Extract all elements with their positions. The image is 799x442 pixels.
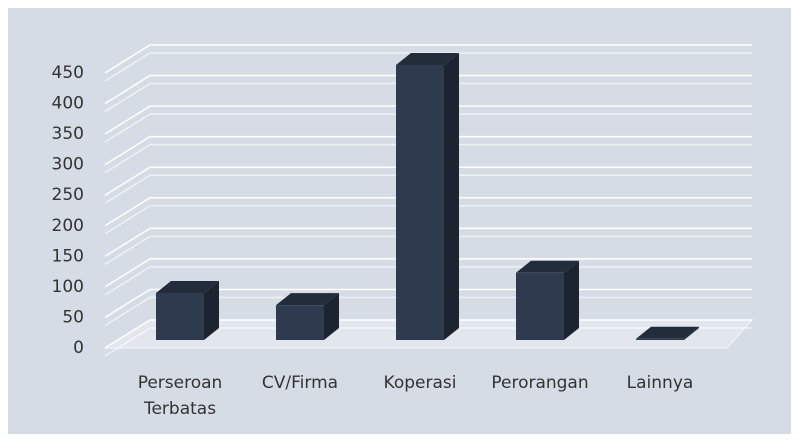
- x-tick-label: Lainnya: [627, 373, 694, 393]
- bar-top: [276, 293, 339, 306]
- bar-side: [444, 53, 459, 340]
- bar-top: [156, 280, 219, 293]
- bar-side: [684, 326, 699, 340]
- grid-line: [104, 205, 752, 235]
- x-tick-label: Perseroan: [138, 373, 223, 393]
- x-tick-label: Perorangan: [491, 373, 588, 393]
- grid-line: [104, 82, 752, 113]
- bar-top: [516, 260, 579, 273]
- y-tick-label: 300: [52, 155, 84, 175]
- y-tick-label: 400: [52, 94, 84, 114]
- bar: [516, 272, 564, 340]
- y-tick-label: 150: [52, 246, 84, 266]
- x-tick-label: Terbatas: [143, 399, 216, 419]
- bar: [156, 292, 204, 340]
- grid-line: [104, 143, 752, 174]
- grid-line: [104, 197, 752, 227]
- y-tick-label: 350: [52, 124, 84, 144]
- grid-line: [104, 258, 752, 288]
- grid-line: [104, 44, 752, 74]
- bar-top: [396, 53, 459, 65]
- y-tick-label: 100: [52, 277, 84, 297]
- grid-line: [104, 174, 752, 204]
- grid-line: [104, 135, 752, 166]
- grid-line: [104, 235, 752, 265]
- y-tick-label: 200: [52, 216, 84, 236]
- y-tick-label: 250: [52, 185, 84, 205]
- x-tick-label: Koperasi: [384, 373, 457, 393]
- bar: [636, 338, 684, 340]
- grid-line: [104, 166, 752, 196]
- grid-line: [104, 113, 752, 143]
- bar: [396, 65, 444, 340]
- bar-side: [204, 280, 219, 340]
- bar-top: [636, 326, 699, 339]
- x-tick-label: CV/Firma: [262, 373, 338, 393]
- y-tick-label: 450: [52, 63, 84, 83]
- grid-line: [104, 105, 752, 135]
- grid-line: [104, 52, 752, 82]
- bar-side: [564, 260, 579, 340]
- bar-side: [324, 293, 339, 340]
- bar: [276, 305, 324, 340]
- grid-line: [104, 74, 752, 105]
- grid-line: [104, 227, 752, 257]
- y-tick-label: 0: [73, 338, 84, 358]
- y-tick-label: 50: [62, 307, 84, 327]
